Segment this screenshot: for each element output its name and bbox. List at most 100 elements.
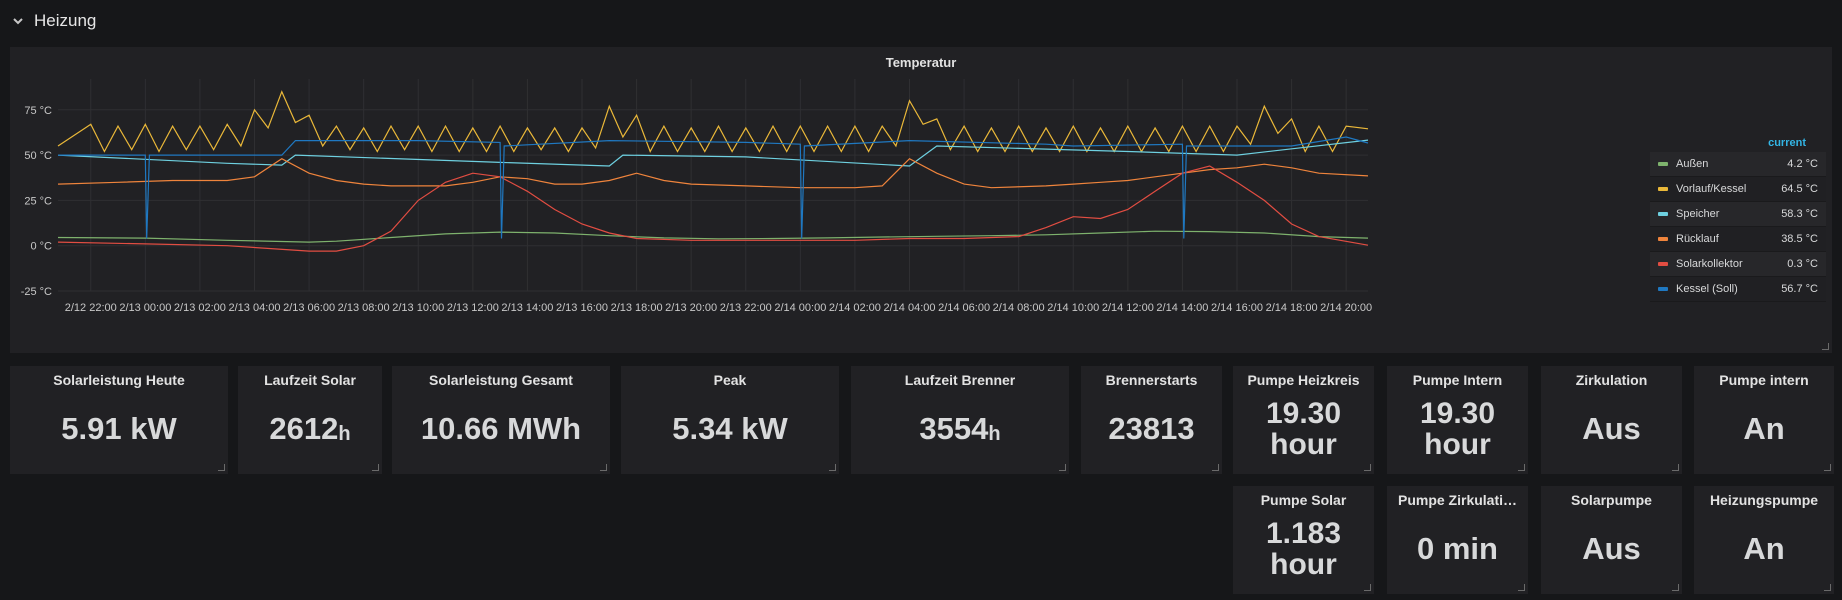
stat-panel-heizungspumpe[interactable]: Heizungspumpe An bbox=[1694, 486, 1834, 594]
stat-panel-peak[interactable]: Peak 5.34 kW bbox=[621, 366, 839, 474]
y-tick-label: 50 °C bbox=[24, 150, 52, 162]
chevron-down-icon[interactable] bbox=[10, 13, 26, 29]
panel-resize-handle[interactable] bbox=[1518, 464, 1525, 471]
legend-item[interactable]: Solarkollektor 0.3 °C bbox=[1650, 252, 1826, 277]
stat-panel-solarpumpe[interactable]: Solarpumpe Aus bbox=[1541, 486, 1682, 594]
x-tick-label: 2/14 16:00 bbox=[1211, 302, 1263, 314]
stat-title[interactable]: Solarpumpe bbox=[1571, 492, 1652, 508]
stat-value: 1.183 hour bbox=[1265, 517, 1342, 581]
x-tick-label: 2/13 12:00 bbox=[447, 302, 499, 314]
stat-title[interactable]: Pumpe Zirkulati… bbox=[1397, 492, 1518, 508]
panel-resize-handle[interactable] bbox=[1364, 584, 1371, 591]
stat-panel-pumpe-solar[interactable]: Pumpe Solar 1.183 hour bbox=[1233, 486, 1374, 594]
x-tick-label: 2/14 14:00 bbox=[1156, 302, 1208, 314]
stat-panel-solarleistung-gesamt[interactable]: Solarleistung Gesamt 10.66 MWh bbox=[392, 366, 610, 474]
stat-title[interactable]: Brennerstarts bbox=[1105, 372, 1198, 388]
panel-resize-handle[interactable] bbox=[1212, 464, 1219, 471]
series-line-vorlauf-kessel bbox=[57, 90, 1369, 153]
stat-panel-solarleistung-heute[interactable]: Solarleistung Heute 5.91 kW bbox=[10, 366, 228, 474]
legend-swatch bbox=[1658, 187, 1668, 191]
legend-series-name: Solarkollektor bbox=[1676, 258, 1743, 270]
stat-value: 5.34 kW bbox=[672, 411, 788, 446]
panel-resize-handle[interactable] bbox=[218, 464, 225, 471]
x-tick-label: 2/14 00:00 bbox=[774, 302, 826, 314]
panel-resize-handle[interactable] bbox=[1672, 584, 1679, 591]
temperature-chart[interactable]: 75 °C50 °C25 °C0 °C-25 °C 2/12 22:00 2/13… bbox=[10, 47, 1832, 353]
stat-title[interactable]: Solarleistung Gesamt bbox=[429, 372, 573, 388]
panel-resize-handle[interactable] bbox=[372, 464, 379, 471]
stat-panel-laufzeit-brenner[interactable]: Laufzeit Brenner 3554 h bbox=[851, 366, 1069, 474]
graph-panel-temperatur[interactable]: Temperatur 75 °C 50 °C 25 °C 0 °C -25 °C 2/1… bbox=[10, 47, 1832, 353]
row-title: Heizung bbox=[34, 11, 97, 30]
panel-resize-handle[interactable] bbox=[600, 464, 607, 471]
stat-title[interactable]: Solarleistung Heute bbox=[53, 372, 185, 388]
stat-value: 19.30 hour bbox=[1419, 397, 1496, 461]
legend-item[interactable]: Außen 4.2 °C bbox=[1650, 152, 1826, 177]
stat-title[interactable]: Pumpe Intern bbox=[1412, 372, 1503, 388]
stat-panel-laufzeit-solar[interactable]: Laufzeit Solar 2612 h bbox=[238, 366, 382, 474]
stat-title[interactable]: Pumpe Solar bbox=[1260, 492, 1347, 508]
legend-current-value: 38.5 °C bbox=[1781, 233, 1818, 245]
panel-resize-handle[interactable] bbox=[829, 464, 836, 471]
x-tick-label: 2/13 16:00 bbox=[556, 302, 608, 314]
x-tick-label: 2/13 14:00 bbox=[501, 302, 553, 314]
legend-current-value: 56.7 °C bbox=[1781, 283, 1818, 295]
y-tick-label: 0 °C bbox=[30, 241, 52, 253]
x-tick-label: 2/13 06:00 bbox=[283, 302, 335, 314]
series-line-kessel-soll- bbox=[58, 136, 1369, 239]
stat-title[interactable]: Zirkulation bbox=[1575, 372, 1648, 388]
stat-panel-pumpe-heizkreis[interactable]: Pumpe Heizkreis 19.30 hour bbox=[1233, 366, 1374, 474]
x-tick-label: 2/14 18:00 bbox=[1266, 302, 1318, 314]
legend-current-value: 64.5 °C bbox=[1781, 183, 1818, 195]
legend-series-name: Vorlauf/Kessel bbox=[1676, 183, 1747, 195]
stat-value: 23813 bbox=[1108, 411, 1195, 446]
y-axis: 75 °C 50 °C 25 °C 0 °C -25 °C bbox=[21, 105, 52, 298]
stat-panel-pumpe-intern[interactable]: Pumpe Intern 19.30 hour bbox=[1387, 366, 1528, 474]
stat-value: 0 min bbox=[1417, 531, 1498, 566]
legend-series-name: Rücklauf bbox=[1676, 233, 1719, 245]
stat-panel-brennerstarts[interactable]: Brennerstarts 23813 bbox=[1081, 366, 1222, 474]
stat-title[interactable]: Laufzeit Brenner bbox=[904, 372, 1016, 388]
x-tick-label: 2/14 08:00 bbox=[993, 302, 1045, 314]
panel-resize-handle[interactable] bbox=[1824, 584, 1831, 591]
stat-panel-pumpe-intern[interactable]: Pumpe intern An bbox=[1694, 366, 1834, 474]
legend-item[interactable]: Speicher 58.3 °C bbox=[1650, 202, 1826, 227]
stat-value: 5.91 kW bbox=[61, 411, 177, 446]
stat-title[interactable]: Heizungspumpe bbox=[1709, 492, 1819, 508]
x-axis: 2/12 22:00 2/13 00:00 2/13 02:00 2/13 04:00… bbox=[65, 302, 1372, 314]
stat-value: An bbox=[1743, 531, 1785, 566]
legend-item[interactable]: Vorlauf/Kessel 64.5 °C bbox=[1650, 177, 1826, 202]
stat-panel-zirkulation[interactable]: Zirkulation Aus bbox=[1541, 366, 1682, 474]
stat-title[interactable]: Peak bbox=[713, 372, 747, 388]
panel-resize-handle[interactable] bbox=[1824, 464, 1831, 471]
x-tick-label: 2/13 10:00 bbox=[392, 302, 444, 314]
x-tick-label: 2/13 04:00 bbox=[229, 302, 281, 314]
series-line-r-cklauf bbox=[57, 157, 1369, 189]
x-tick-label: 2/12 22:00 bbox=[65, 302, 117, 314]
stat-title[interactable]: Pumpe intern bbox=[1719, 372, 1809, 388]
x-tick-label: 2/14 10:00 bbox=[1047, 302, 1099, 314]
panel-resize-handle[interactable] bbox=[1672, 464, 1679, 471]
stat-title[interactable]: Laufzeit Solar bbox=[264, 372, 356, 388]
panel-resize-handle[interactable] bbox=[1364, 464, 1371, 471]
stat-value: An bbox=[1743, 411, 1785, 446]
legend-current-header[interactable]: current bbox=[1768, 137, 1806, 149]
legend-series-name: Speicher bbox=[1676, 208, 1720, 220]
stat-panel-pumpe-zirkulati-[interactable]: Pumpe Zirkulati… 0 min bbox=[1387, 486, 1528, 594]
legend-series-name: Kessel (Soll) bbox=[1676, 283, 1738, 295]
legend-swatch bbox=[1658, 237, 1668, 241]
panel-resize-handle[interactable] bbox=[1518, 584, 1525, 591]
series-line-solarkollektor bbox=[57, 165, 1369, 252]
legend-current-value: 0.3 °C bbox=[1787, 258, 1818, 270]
panel-resize-handle[interactable] bbox=[1059, 464, 1066, 471]
legend-item[interactable]: Kessel (Soll) 56.7 °C bbox=[1650, 277, 1826, 302]
stat-value: 10.66 MWh bbox=[420, 411, 582, 446]
legend-swatch bbox=[1658, 262, 1668, 266]
panel-resize-handle[interactable] bbox=[1822, 343, 1829, 350]
stat-title[interactable]: Pumpe Heizkreis bbox=[1247, 372, 1360, 388]
x-tick-label: 2/13 18:00 bbox=[611, 302, 663, 314]
legend-item[interactable]: Rücklauf 38.5 °C bbox=[1650, 227, 1826, 252]
chart-series bbox=[57, 90, 1369, 252]
row-header-heizung[interactable]: Heizung bbox=[10, 8, 96, 34]
graph-title[interactable]: Temperatur bbox=[885, 55, 957, 70]
